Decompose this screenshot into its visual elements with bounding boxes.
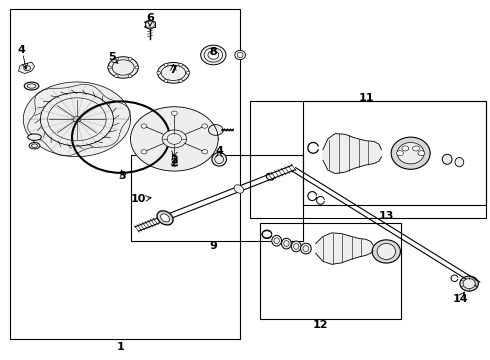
Ellipse shape	[161, 65, 186, 81]
Text: 7: 7	[170, 65, 177, 75]
Ellipse shape	[391, 137, 430, 169]
Circle shape	[186, 71, 190, 74]
Ellipse shape	[460, 276, 478, 291]
Circle shape	[402, 146, 409, 151]
Ellipse shape	[161, 214, 170, 222]
Circle shape	[396, 151, 403, 156]
Ellipse shape	[442, 154, 452, 164]
Text: 2: 2	[171, 156, 178, 165]
Circle shape	[141, 124, 147, 128]
Ellipse shape	[234, 185, 244, 193]
Ellipse shape	[29, 143, 40, 149]
Ellipse shape	[272, 235, 282, 246]
Circle shape	[202, 150, 208, 154]
Bar	[130, 155, 303, 241]
Text: 13: 13	[379, 211, 394, 221]
Text: 3: 3	[119, 171, 126, 181]
Text: 1: 1	[117, 342, 124, 352]
Ellipse shape	[300, 243, 311, 254]
Ellipse shape	[24, 82, 39, 90]
Circle shape	[202, 124, 208, 128]
Ellipse shape	[208, 51, 219, 59]
Circle shape	[128, 57, 132, 60]
Text: 8: 8	[209, 48, 217, 58]
Bar	[10, 9, 240, 339]
Circle shape	[172, 111, 177, 115]
Text: 4: 4	[18, 45, 26, 55]
Circle shape	[115, 75, 118, 77]
Polygon shape	[130, 107, 218, 171]
Polygon shape	[19, 62, 34, 73]
Text: 2: 2	[171, 158, 178, 168]
Ellipse shape	[235, 50, 245, 60]
Circle shape	[208, 125, 223, 135]
Circle shape	[413, 146, 419, 151]
Text: 11: 11	[359, 93, 374, 103]
Ellipse shape	[377, 243, 395, 260]
Ellipse shape	[282, 238, 291, 249]
Circle shape	[172, 162, 177, 167]
Text: 9: 9	[209, 241, 217, 251]
Text: 6: 6	[146, 13, 154, 23]
Bar	[303, 102, 486, 205]
Circle shape	[108, 66, 112, 69]
Text: 12: 12	[313, 320, 328, 330]
Text: 14: 14	[453, 294, 468, 303]
Text: 10: 10	[131, 194, 147, 203]
Ellipse shape	[204, 48, 222, 62]
Ellipse shape	[455, 157, 464, 167]
Ellipse shape	[201, 45, 226, 65]
Polygon shape	[24, 82, 130, 157]
Circle shape	[141, 150, 147, 154]
Polygon shape	[323, 134, 381, 174]
Ellipse shape	[291, 241, 301, 252]
Circle shape	[179, 80, 183, 82]
Ellipse shape	[108, 57, 138, 78]
Ellipse shape	[157, 211, 173, 225]
Text: 4: 4	[215, 147, 223, 157]
Text: 5: 5	[109, 53, 116, 63]
Ellipse shape	[397, 143, 424, 164]
Ellipse shape	[372, 240, 400, 263]
Circle shape	[418, 151, 425, 156]
Circle shape	[179, 63, 183, 66]
Circle shape	[135, 66, 139, 69]
Ellipse shape	[463, 279, 475, 289]
Circle shape	[164, 63, 168, 66]
Circle shape	[115, 57, 118, 60]
Ellipse shape	[28, 134, 41, 140]
Circle shape	[157, 71, 161, 74]
Circle shape	[162, 130, 187, 148]
Ellipse shape	[158, 63, 189, 83]
Bar	[250, 102, 486, 217]
Circle shape	[128, 75, 132, 77]
Ellipse shape	[212, 153, 226, 166]
Polygon shape	[316, 233, 373, 264]
Circle shape	[146, 21, 154, 28]
Circle shape	[164, 80, 168, 82]
Bar	[260, 223, 401, 319]
